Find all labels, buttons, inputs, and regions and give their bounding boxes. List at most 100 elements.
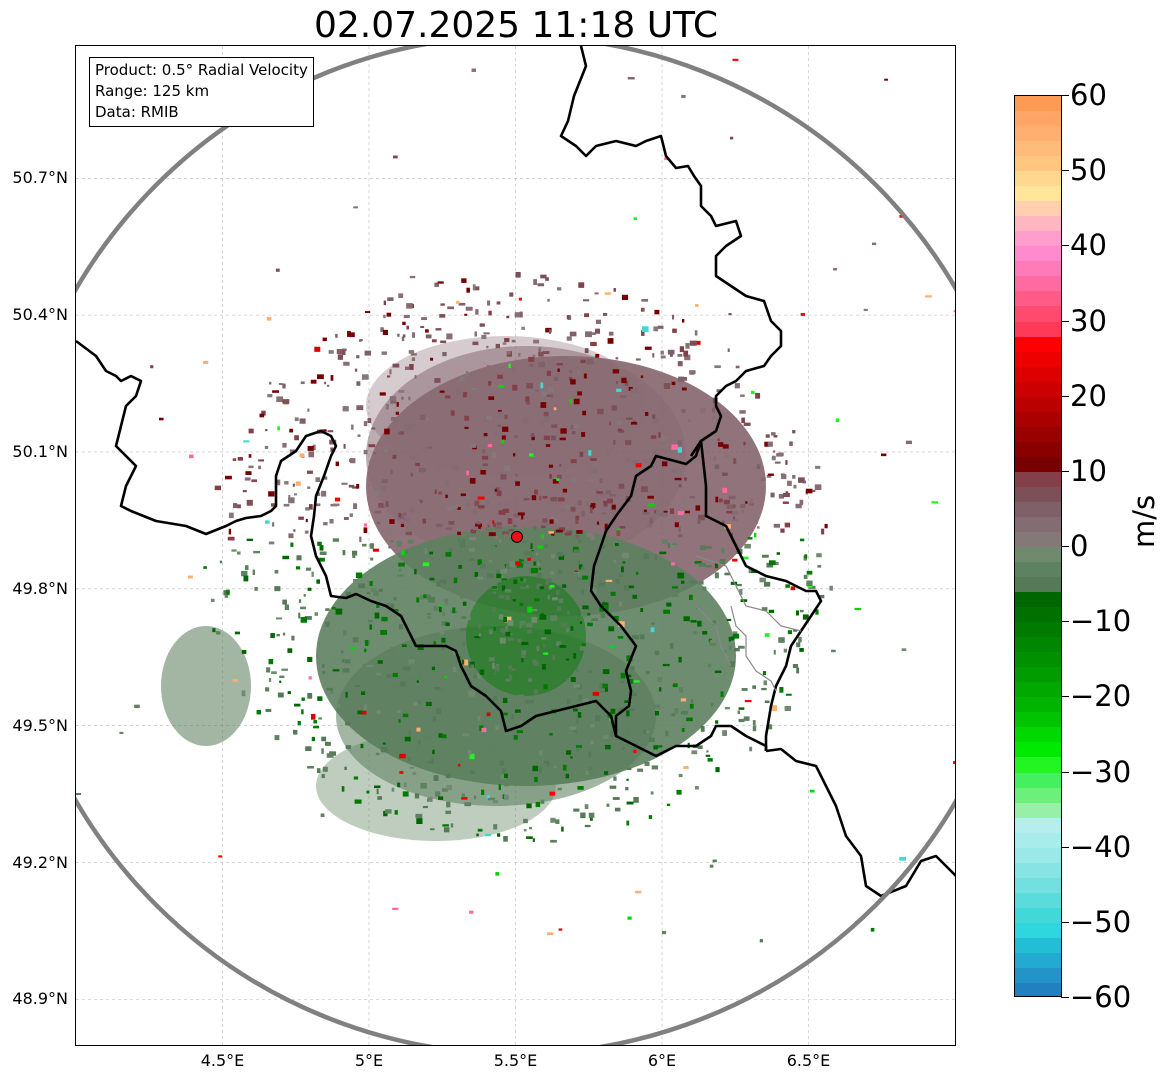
echo-pixel — [244, 565, 249, 571]
echo-pixel — [734, 383, 740, 389]
echo-pixel — [504, 414, 508, 420]
echo-pixel — [326, 384, 330, 387]
echo-pixel — [319, 551, 327, 555]
echo-pixel — [418, 739, 421, 745]
echo-pixel — [759, 577, 766, 583]
echo-pixel — [502, 508, 510, 513]
echo-pixel — [492, 662, 495, 669]
echo-pixel — [366, 664, 373, 668]
echo-pixel — [493, 695, 498, 701]
echo-pixel — [581, 589, 584, 595]
echo-pixel — [556, 606, 562, 612]
echo-pixel — [773, 562, 779, 566]
echo-pixel — [271, 671, 277, 675]
echo-pixel — [409, 676, 417, 682]
echo-pixel — [219, 560, 223, 564]
echo-pixel — [824, 523, 828, 529]
colorbar-tick-mark — [1061, 621, 1069, 623]
echo-pixel — [523, 740, 530, 743]
echo-pixel — [508, 665, 513, 670]
district-line-2 — [730, 605, 777, 692]
echo-pixel — [665, 730, 669, 737]
echo-pixel — [643, 729, 647, 734]
colorbar-band — [1015, 216, 1061, 232]
echo-pixel — [398, 513, 402, 518]
velocity-colorbar — [1014, 95, 1062, 997]
echo-pixel — [318, 717, 323, 720]
echo-pixel — [305, 507, 310, 511]
echo-pixel — [622, 747, 625, 750]
echo-pixel — [572, 431, 576, 435]
colorbar-tick-label: −60 — [1070, 980, 1132, 1014]
echo-pixel — [642, 511, 650, 515]
echo-pixel — [461, 796, 468, 800]
echo-pixel — [819, 594, 825, 599]
echo-pixel — [383, 448, 388, 453]
echo-pixel — [425, 329, 429, 333]
echo-pixel — [617, 576, 625, 579]
echo-pixel — [441, 637, 446, 643]
echo-pixel — [489, 567, 493, 574]
echo-pixel — [697, 620, 702, 627]
echo-pixel — [537, 561, 541, 566]
echo-pixel — [611, 405, 617, 411]
echo-pixel — [737, 645, 745, 649]
echo-pixel — [450, 823, 454, 828]
echo-pixel — [298, 612, 301, 619]
echo-pixel — [580, 359, 586, 364]
echo-pixel — [498, 539, 502, 544]
echo-pixel — [401, 644, 407, 648]
echo-pixel — [569, 377, 573, 381]
echo-pixel — [603, 505, 606, 508]
echo-pixel — [408, 350, 415, 354]
echo-pixel — [652, 414, 656, 419]
echo-pixel — [442, 352, 447, 357]
echo-pixel — [215, 631, 221, 635]
echo-pixel — [630, 388, 638, 393]
echo-pixel — [543, 684, 548, 690]
echo-pixel — [543, 435, 551, 441]
echo-pixel — [486, 415, 493, 421]
echo-pixel — [793, 629, 798, 632]
echo-pixel-outlier — [393, 155, 398, 159]
echo-pixel — [625, 787, 629, 791]
echo-pixel — [381, 479, 388, 484]
echo-pixel — [299, 418, 306, 424]
echo-pixel — [766, 562, 774, 568]
echo-pixel — [600, 613, 606, 619]
echo-pixel — [483, 717, 489, 722]
echo-pixel — [672, 328, 677, 333]
echo-pixel — [268, 491, 275, 497]
echo-pixel — [635, 358, 641, 361]
echo-pixel — [245, 471, 252, 475]
echo-pixel — [526, 836, 533, 839]
echo-pixel — [384, 428, 390, 435]
echo-pixel — [722, 730, 727, 737]
colorbar-band — [1015, 622, 1061, 638]
echo-pixel — [523, 829, 527, 832]
echo-pixel — [767, 473, 774, 476]
echo-pixel — [556, 590, 560, 595]
echo-pixel-outlier — [707, 663, 712, 668]
echo-pixel — [654, 554, 658, 561]
echo-pixel — [620, 672, 626, 679]
echo-pixel — [410, 472, 413, 477]
echo-pixel — [465, 615, 471, 621]
echo-pixel — [410, 435, 414, 439]
echo-pixel — [433, 641, 437, 646]
echo-pixel — [341, 650, 344, 654]
echo-pixel — [411, 332, 416, 338]
echo-pixel — [728, 636, 731, 642]
echo-pixel — [565, 504, 570, 509]
echo-pixel — [265, 428, 268, 432]
echo-pixel — [540, 402, 547, 408]
echo-pixel — [409, 766, 414, 769]
echo-pixel — [434, 282, 439, 287]
echo-pixel — [553, 376, 559, 381]
echo-pixel — [647, 495, 654, 499]
colorbar-band — [1015, 652, 1061, 668]
colorbar-band — [1015, 111, 1061, 127]
echo-pixel — [637, 768, 644, 772]
echo-pixel — [345, 721, 351, 726]
echo-pixel — [770, 492, 775, 498]
